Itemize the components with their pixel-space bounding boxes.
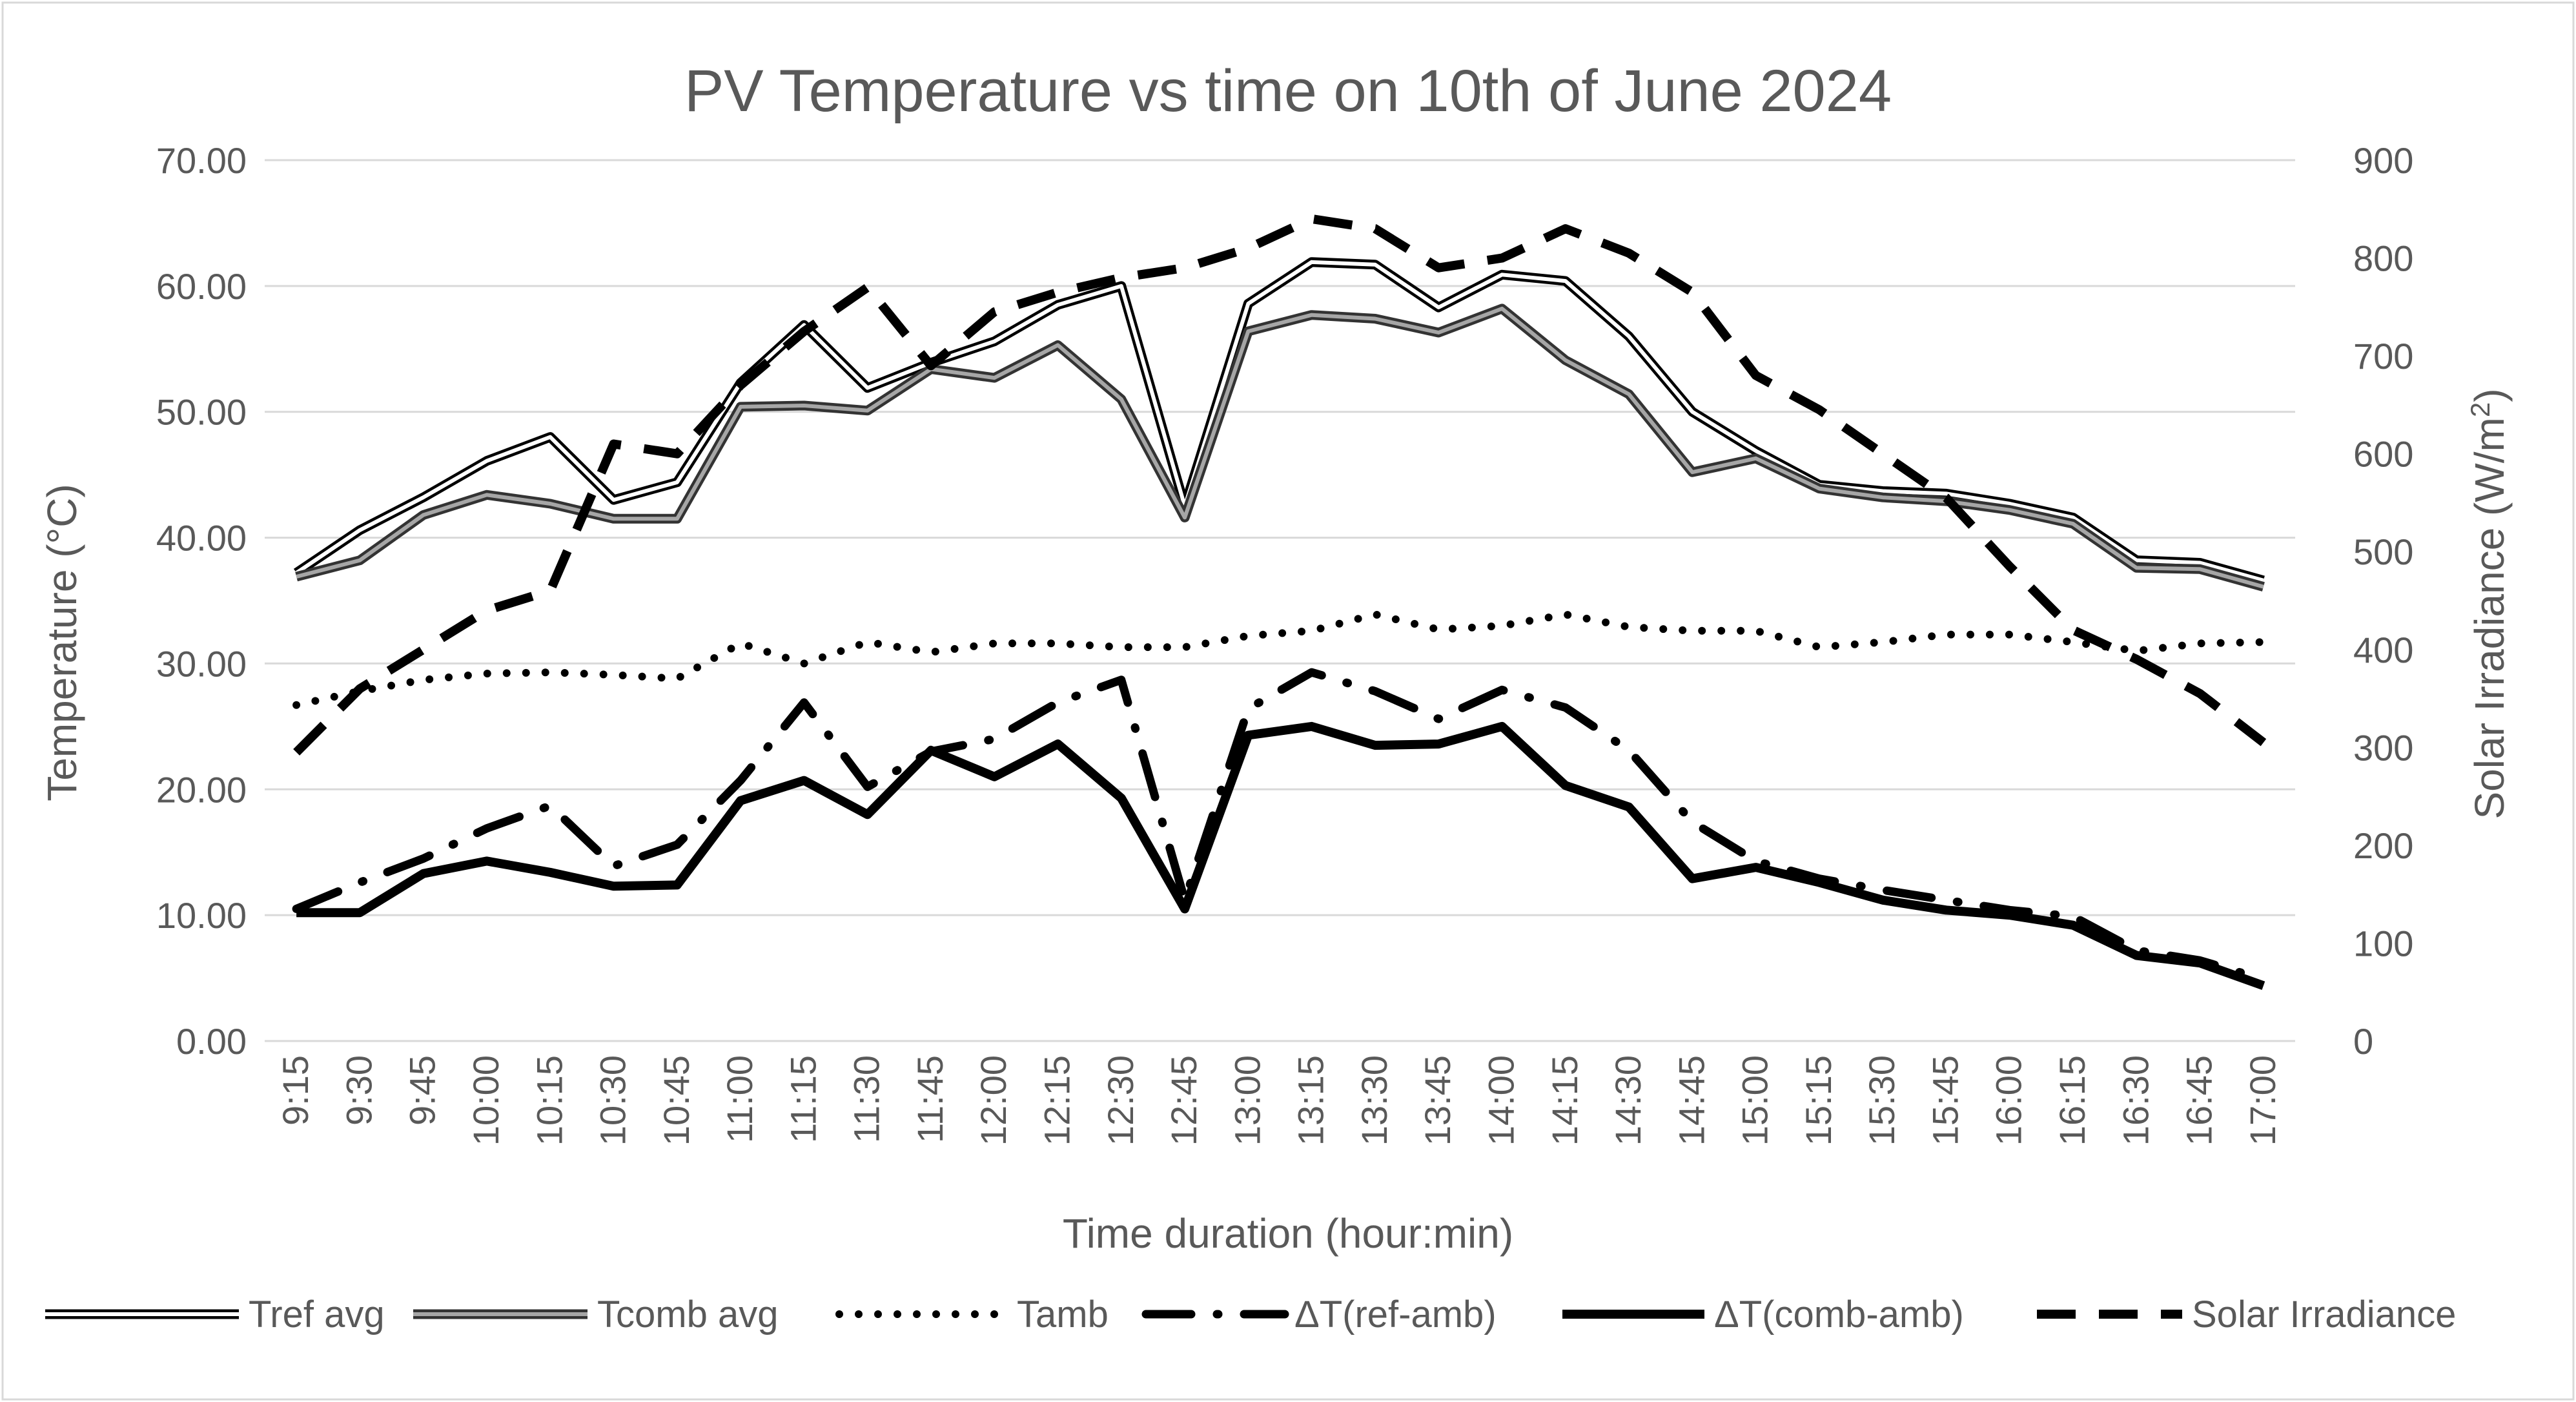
- legend-item: Tref avg: [45, 1294, 385, 1335]
- y-right-tick-label: 0: [2353, 1021, 2373, 1062]
- legend: Tref avg Tcomb avg Tamb ΔT(ref-amb) ΔT(comb-…: [45, 1294, 2456, 1335]
- y-right-tick-label: 300: [2353, 727, 2413, 768]
- y-right-tick-label: 400: [2353, 630, 2413, 670]
- x-tick-label: 15:15: [1798, 1055, 1839, 1146]
- x-tick-label: 11:15: [782, 1055, 823, 1143]
- x-tick-label: 16:00: [1988, 1055, 2029, 1146]
- y-axis-left-title: Temperature (°C): [39, 484, 85, 801]
- x-tick-label: 15:30: [1861, 1055, 1902, 1146]
- x-tick-label: 16:15: [2052, 1055, 2092, 1146]
- x-tick-label: 10:15: [529, 1055, 569, 1146]
- x-tick-label: 11:45: [910, 1055, 950, 1143]
- y-right-tick-label: 100: [2353, 923, 2413, 964]
- y-axis-left-ticks: 0.00 10.00 20.00 30.00 40.00 50.00 60.00 70.00: [156, 140, 247, 1062]
- y-right-tick-label: 600: [2353, 434, 2413, 475]
- y-left-tick-label: 20.00: [156, 769, 247, 810]
- legend-item: ΔT(ref-amb): [1141, 1294, 1497, 1335]
- x-tick-label: 13:30: [1354, 1055, 1395, 1146]
- legend-label: Tref avg: [249, 1294, 385, 1335]
- y-axis-right-title-end: ): [2466, 388, 2513, 402]
- y-right-tick-label: 500: [2353, 531, 2413, 572]
- x-tick-label: 10:45: [656, 1055, 697, 1146]
- x-tick-label: 11:00: [719, 1055, 760, 1143]
- y-left-tick-label: 60.00: [156, 266, 247, 307]
- x-tick-label: 15:45: [1925, 1055, 1965, 1146]
- series-t-ref-amb: [292, 668, 2268, 984]
- legend-item: Tcomb avg: [413, 1294, 778, 1335]
- y-left-tick-label: 10.00: [156, 895, 247, 936]
- y-right-tick-label: 900: [2353, 140, 2413, 181]
- y-left-tick-label: 0.00: [176, 1021, 247, 1062]
- x-axis-title: Time duration (hour:min): [1063, 1210, 1513, 1257]
- y-right-tick-label: 200: [2353, 825, 2413, 866]
- y-right-tick-label: 700: [2353, 336, 2413, 376]
- legend-item: ΔT(comb-amb): [1562, 1294, 1964, 1335]
- x-axis-ticks: 9:15 9:30 9:45 10:00 10:15 10:30 10:45 11:00 11:…: [275, 1055, 2283, 1146]
- x-tick-label: 9:15: [275, 1055, 316, 1126]
- y-axis-right-title-main: Solar Irradiance (W/m: [2466, 417, 2513, 819]
- x-tick-label: 14:15: [1544, 1055, 1585, 1146]
- x-tick-label: 15:00: [1735, 1055, 1775, 1146]
- y-right-tick-label: 800: [2353, 238, 2413, 279]
- x-tick-label: 10:00: [465, 1055, 506, 1146]
- y-left-tick-label: 50.00: [156, 392, 247, 433]
- y-axis-right-title: Solar Irradiance (W/m2): [2465, 388, 2513, 819]
- x-tick-label: 12:30: [1100, 1055, 1141, 1146]
- legend-item: Tamb: [835, 1294, 1109, 1335]
- y-left-tick-label: 40.00: [156, 518, 247, 559]
- legend-label: ΔT(comb-amb): [1714, 1294, 1964, 1335]
- legend-label: Tamb: [1017, 1294, 1109, 1335]
- x-tick-label: 14:00: [1480, 1055, 1521, 1146]
- series-tcomb-avg: [295, 304, 2265, 592]
- x-tick-label: 13:15: [1291, 1055, 1331, 1146]
- x-tick-label: 12:00: [973, 1055, 1014, 1146]
- series-tamb: [292, 610, 2267, 709]
- y-axis-right-ticks: 0 100 200 300 400 500 600 700 800 900: [2353, 140, 2413, 1062]
- x-tick-label: 16:30: [2115, 1055, 2156, 1146]
- x-tick-label: 10:30: [593, 1055, 633, 1146]
- series-tref-avg: [293, 257, 2265, 586]
- y-axis-right-title-sup: 2: [2465, 402, 2495, 417]
- x-tick-label: 16:45: [2179, 1055, 2220, 1146]
- gridlines: [265, 159, 2295, 1042]
- x-tick-label: 11:30: [846, 1055, 887, 1143]
- x-tick-label: 12:15: [1037, 1055, 1078, 1146]
- x-tick-label: 17:00: [2242, 1055, 2283, 1146]
- x-tick-label: 13:45: [1417, 1055, 1458, 1146]
- x-tick-label: 12:45: [1163, 1055, 1204, 1146]
- legend-label: Tcomb avg: [597, 1294, 778, 1335]
- series-lines: [292, 214, 2268, 990]
- x-tick-label: 9:30: [338, 1055, 379, 1126]
- legend-label: ΔT(ref-amb): [1294, 1294, 1497, 1335]
- series-t-comb-amb: [296, 721, 2265, 990]
- x-tick-label: 9:45: [402, 1055, 443, 1126]
- x-tick-label: 13:00: [1227, 1055, 1267, 1146]
- legend-label: Solar Irradiance: [2192, 1294, 2456, 1335]
- legend-item: Solar Irradiance: [2037, 1294, 2456, 1335]
- series-solar-irradiance: [293, 214, 2267, 756]
- y-left-tick-label: 70.00: [156, 140, 247, 181]
- chart-title: PV Temperature vs time on 10th of June 2…: [684, 58, 1892, 124]
- x-tick-label: 14:45: [1671, 1055, 1712, 1146]
- y-left-tick-label: 30.00: [156, 643, 247, 684]
- x-tick-label: 14:30: [1608, 1055, 1648, 1146]
